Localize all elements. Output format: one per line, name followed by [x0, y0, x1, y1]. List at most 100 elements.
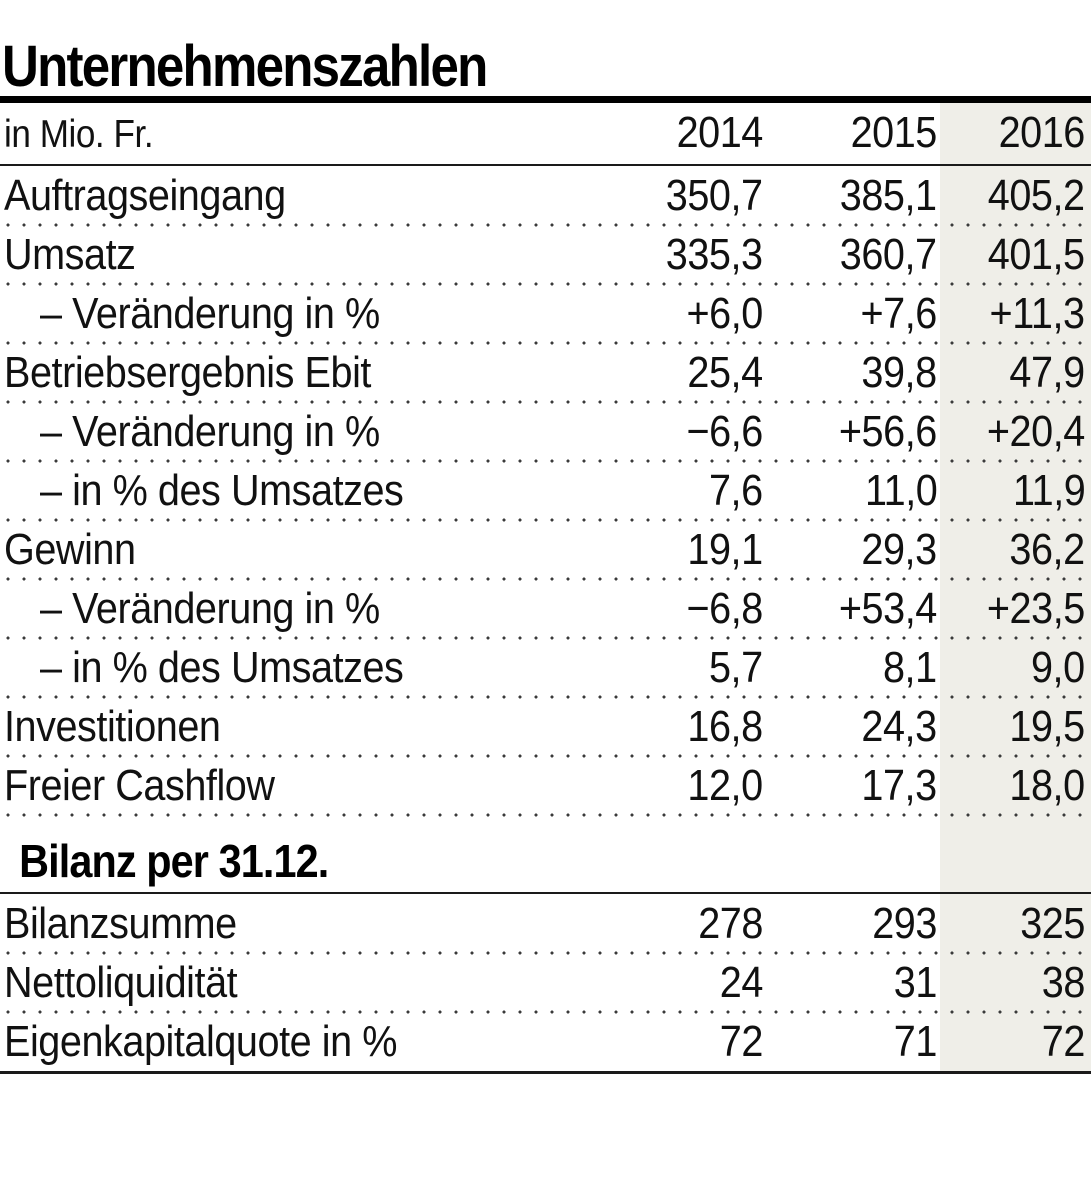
cell-2016: +20,4 — [940, 410, 1091, 454]
cell-2014: 278 — [590, 902, 765, 946]
cell-2015: +56,6 — [765, 410, 940, 454]
column-header-text: 2016 — [998, 108, 1086, 157]
cell-value: 401,5 — [988, 230, 1085, 279]
cell-2014: 7,6 — [590, 469, 765, 513]
cell-2016: 36,2 — [940, 528, 1091, 572]
table-row: Gewinn 19,1 29,3 36,2 — [0, 520, 1091, 581]
cell-2014: 19,1 — [590, 528, 765, 572]
cell-2016: +23,5 — [940, 587, 1091, 631]
cell-value: 19,1 — [687, 525, 764, 574]
section-heading-text: Bilanz per 31.12. — [19, 835, 329, 887]
cell-value: 405,2 — [988, 171, 1085, 220]
cell-2014: 350,7 — [590, 174, 765, 218]
row-label: – in % des Umsatzes — [40, 643, 404, 692]
cell-2016: 401,5 — [940, 233, 1091, 277]
row-label: Eigenkapitalquote in % — [4, 1017, 397, 1066]
row-label-cell: Gewinn — [0, 528, 590, 572]
row-label-cell: Eigenkapitalquote in % — [0, 1020, 590, 1064]
table-row: – in % des Umsatzes 5,7 8,1 9,0 — [0, 638, 1091, 699]
cell-value: 5,7 — [709, 643, 763, 692]
cell-value: 325 — [1020, 899, 1085, 948]
cell-value: 24 — [719, 958, 764, 1007]
cell-value: 278 — [698, 899, 763, 948]
cell-value: 47,9 — [1009, 348, 1086, 397]
table-row: Nettoliquidität 24 31 38 — [0, 953, 1091, 1014]
cell-value: +11,3 — [989, 289, 1085, 338]
cell-value: 360,7 — [840, 230, 937, 279]
row-label-cell: Umsatz — [0, 233, 590, 277]
cell-2014: −6,6 — [590, 410, 765, 454]
cell-2014: 25,4 — [590, 351, 765, 395]
row-label: Umsatz — [4, 230, 136, 279]
cell-2014: −6,8 — [590, 587, 765, 631]
row-label: Freier Cashflow — [4, 761, 275, 810]
row-label: – Veränderung in % — [40, 584, 380, 633]
cell-value: 350,7 — [666, 171, 763, 220]
row-label-cell: – Veränderung in % — [0, 292, 590, 336]
cell-2015: 31 — [765, 961, 940, 1005]
cell-2015: 11,0 — [765, 469, 940, 513]
cell-2015: 71 — [765, 1020, 940, 1064]
row-label: Gewinn — [4, 525, 136, 574]
row-label-cell: Bilanzsumme — [0, 902, 590, 946]
cell-2015: 293 — [765, 902, 940, 946]
cell-2016: 19,5 — [940, 705, 1091, 749]
cell-2015: 29,3 — [765, 528, 940, 572]
row-label: Auftragseingang — [4, 171, 286, 220]
column-header-text: 2015 — [850, 108, 938, 157]
cell-value: −6,6 — [686, 407, 764, 456]
table-row: – Veränderung in % −6,6 +56,6 +20,4 — [0, 402, 1091, 463]
table-row: Freier Cashflow 12,0 17,3 18,0 — [0, 756, 1091, 817]
cell-2014: 12,0 — [590, 764, 765, 808]
row-label: – in % des Umsatzes — [40, 466, 404, 515]
cell-2015: +53,4 — [765, 587, 940, 631]
row-label: Nettoliquidität — [4, 958, 238, 1007]
cell-2015: 385,1 — [765, 174, 940, 218]
cell-value: +7,6 — [860, 289, 938, 338]
cell-value: +20,4 — [987, 407, 1085, 456]
row-label-cell: Investitionen — [0, 705, 590, 749]
table-row: Eigenkapitalquote in % 72 71 72 — [0, 1012, 1091, 1071]
row-label: – Veränderung in % — [40, 289, 380, 338]
cell-value: 72 — [1041, 1017, 1086, 1066]
cell-value: 29,3 — [861, 525, 938, 574]
cell-value: 31 — [893, 958, 938, 1007]
cell-value: 11,9 — [1012, 466, 1086, 515]
row-label-cell: – in % des Umsatzes — [0, 646, 590, 690]
cell-value: 335,3 — [666, 230, 763, 279]
cell-value: 25,4 — [687, 348, 764, 397]
cell-value: 293 — [872, 899, 937, 948]
cell-2015: 8,1 — [765, 646, 940, 690]
row-label-cell: Nettoliquidität — [0, 961, 590, 1005]
table-row: – in % des Umsatzes 7,6 11,0 11,9 — [0, 461, 1091, 522]
cell-value: 71 — [893, 1017, 938, 1066]
cell-2016: 47,9 — [940, 351, 1091, 395]
row-label: Betriebsergebnis Ebit — [4, 348, 371, 397]
cell-value: 11,0 — [864, 466, 938, 515]
cell-2015: 24,3 — [765, 705, 940, 749]
cell-2015: 17,3 — [765, 764, 940, 808]
table-row: – Veränderung in % −6,8 +53,4 +23,5 — [0, 579, 1091, 640]
cell-2016: +11,3 — [940, 292, 1091, 336]
table-row: – Veränderung in % +6,0 +7,6 +11,3 — [0, 284, 1091, 345]
cell-2016: 72 — [940, 1020, 1091, 1064]
cell-value: 18,0 — [1009, 761, 1086, 810]
cell-2016: 325 — [940, 902, 1091, 946]
cell-value: 19,5 — [1009, 702, 1086, 751]
cell-value: 7,6 — [709, 466, 763, 515]
cell-value: −6,8 — [686, 584, 764, 633]
cell-2014: 335,3 — [590, 233, 765, 277]
row-label: – Veränderung in % — [40, 407, 380, 456]
cell-value: +56,6 — [839, 407, 937, 456]
cell-2014: +6,0 — [590, 292, 765, 336]
cell-2014: 16,8 — [590, 705, 765, 749]
cell-value: +53,4 — [839, 584, 937, 633]
row-label: Bilanzsumme — [4, 899, 237, 948]
cell-2015: +7,6 — [765, 292, 940, 336]
cell-2016: 38 — [940, 961, 1091, 1005]
cell-value: 385,1 — [840, 171, 937, 220]
unit-label: in Mio. Fr. — [4, 113, 154, 156]
cell-2016: 11,9 — [940, 469, 1091, 513]
table-row: Bilanzsumme 278 293 325 — [0, 894, 1091, 955]
row-label-cell: – Veränderung in % — [0, 587, 590, 631]
